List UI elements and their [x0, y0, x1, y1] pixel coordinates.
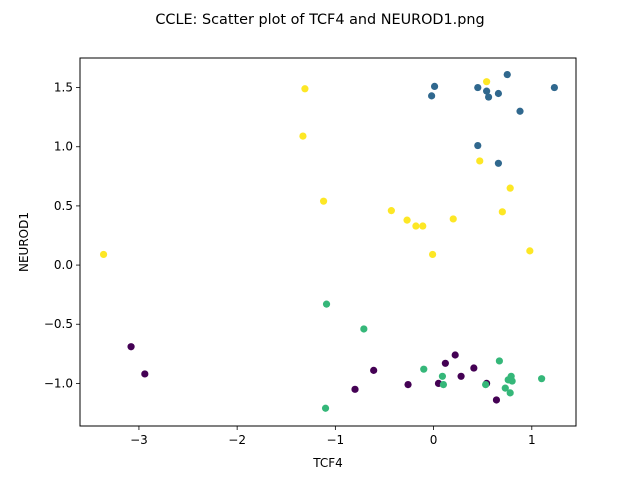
scatter-point	[474, 141, 482, 150]
scatter-point	[301, 85, 309, 93]
scatter-point	[482, 380, 490, 389]
scatter-point	[506, 184, 514, 192]
scatter-point	[429, 250, 437, 259]
x-tick-label: −1	[327, 433, 345, 447]
scatter-point	[470, 364, 478, 372]
scatter-point	[474, 83, 482, 92]
scatter-point	[506, 389, 514, 397]
scatter-point	[370, 366, 378, 374]
scatter-point	[319, 197, 328, 205]
scatter-point	[403, 216, 411, 224]
scatter-point	[503, 70, 511, 79]
scatter-point	[483, 87, 491, 95]
scatter-point	[441, 359, 449, 367]
scatter-point	[492, 396, 501, 404]
y-tick-label: 1.0	[54, 140, 73, 154]
scatter-point	[508, 377, 516, 385]
scatter-point	[494, 159, 503, 167]
scatter-point	[351, 385, 359, 393]
scatter-point	[439, 380, 448, 389]
scatter-point	[538, 375, 546, 383]
scatter-point	[526, 247, 534, 255]
chart-title: CCLE: Scatter plot of TCF4 and NEUROD1.p…	[155, 12, 484, 28]
scatter-point	[299, 132, 307, 140]
scatter-point	[99, 250, 108, 259]
scatter-point	[498, 208, 506, 216]
scatter-point	[449, 215, 457, 223]
scatter-point	[516, 107, 524, 115]
scatter-point	[419, 222, 427, 230]
x-axis-label: TCF4	[312, 456, 343, 470]
scatter-point	[438, 372, 447, 380]
x-tick-label: −3	[130, 433, 148, 447]
scatter-point	[483, 78, 491, 86]
scatter-point	[430, 82, 439, 90]
scatter-point	[360, 325, 368, 333]
x-axis-ticks: −3 −2 −1 0 1	[130, 426, 536, 447]
scatter-point	[141, 370, 149, 378]
scatter-point	[127, 343, 135, 351]
scatter-point	[494, 89, 503, 98]
y-tick-label: 0.0	[54, 258, 73, 272]
scatter-point	[476, 157, 484, 165]
scatter-point	[412, 222, 420, 230]
y-tick-label: 0.5	[54, 199, 73, 213]
points-layer	[99, 70, 558, 412]
scatter-point	[484, 93, 493, 101]
scatter-point	[387, 207, 395, 215]
scatter-point	[322, 300, 331, 308]
x-tick-label: −2	[228, 433, 246, 447]
scatter-point	[451, 351, 459, 359]
y-axis-ticks: −1.0 −0.5 0.0 0.5 1.0 1.5	[44, 81, 80, 390]
plot-area-frame	[79, 57, 577, 427]
scatter-point	[457, 372, 465, 380]
scatter-point	[404, 380, 412, 389]
y-tick-label: 1.5	[54, 81, 73, 95]
scatter-point	[420, 365, 428, 373]
x-tick-label: 1	[528, 433, 536, 447]
y-tick-label: −1.0	[44, 376, 73, 390]
scatter-point	[321, 404, 330, 412]
y-tick-label: −0.5	[44, 317, 73, 331]
y-axis-label: NEUROD1	[17, 212, 31, 272]
scatter-point	[501, 384, 509, 392]
scatter-point	[495, 357, 503, 365]
scatter-point	[550, 83, 558, 92]
scatter-point	[428, 92, 436, 100]
x-tick-label: 0	[430, 433, 438, 447]
